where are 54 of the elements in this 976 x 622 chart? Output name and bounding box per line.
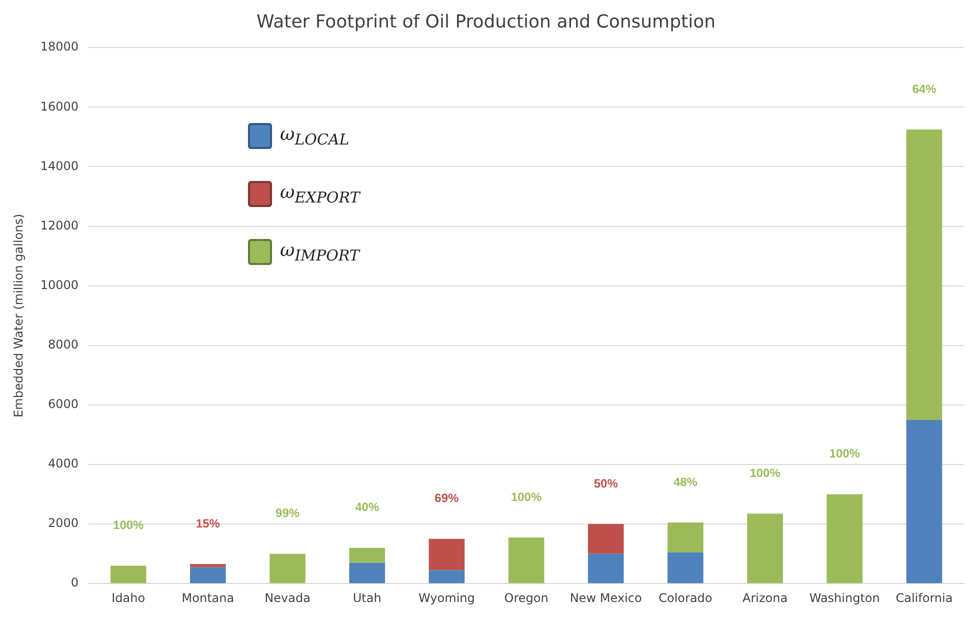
bar [349, 562, 386, 584]
bar [508, 537, 544, 584]
bar [826, 494, 863, 584]
annotation: 48% [673, 474, 698, 489]
x-tick-label: Idaho [112, 590, 146, 605]
x-tick-label: Utah [352, 590, 382, 605]
annotation: 15% [196, 516, 220, 530]
bar [428, 538, 465, 570]
annotation: 40% [355, 500, 380, 514]
x-tick-label: Oregon [504, 590, 548, 605]
legend-label: ω$_{EXPORT}$ [280, 182, 360, 206]
x-tick-label: New Mexico [570, 590, 642, 605]
y-tick-label: 14000 [40, 158, 79, 173]
annotation: 99% [276, 506, 300, 520]
x-tick-label: Arizona [742, 590, 788, 605]
y-tick-label: 12000 [40, 218, 79, 232]
bar [428, 570, 465, 584]
legend-label: ω$_{IMPORT}$ [280, 240, 360, 264]
bar [668, 552, 704, 584]
annotation: 100% [510, 490, 542, 504]
y-tick-label: 2000 [48, 516, 79, 530]
x-tick-label: Colorado [658, 590, 712, 605]
y-tick-label: 10000 [40, 278, 79, 292]
y-tick-label: 6000 [48, 397, 79, 412]
annotation: 64% [912, 82, 937, 96]
bar [588, 554, 624, 584]
y-tick-label: 4000 [48, 456, 79, 471]
y-tick-label: 0 [70, 576, 79, 590]
x-tick-label: Washington [809, 590, 880, 605]
y-axis-title: Embedded Water (million gallons) [11, 214, 26, 418]
annotation: 100% [829, 446, 860, 461]
x-tick-label: Wyoming [418, 590, 475, 605]
x-tick-label: Nevada [264, 590, 310, 605]
bar [110, 566, 146, 584]
bar [270, 554, 306, 584]
bar [190, 564, 226, 568]
y-tick-label: 18000 [40, 40, 79, 54]
annotation: 50% [594, 476, 618, 490]
legend-label: ω$_{LOCAL}$ [280, 124, 350, 148]
bar [668, 522, 704, 552]
chart-title: Water Footprint of Oil Production and Consumption [256, 11, 716, 32]
y-tick-label: 8000 [48, 338, 79, 352]
annotation: 100% [113, 518, 144, 532]
x-tick-label: Montana [182, 590, 234, 605]
y-tick-label: 16000 [40, 99, 79, 114]
bar [747, 514, 783, 584]
bar [588, 524, 624, 554]
x-tick-label: California [896, 590, 953, 605]
bar [906, 420, 942, 584]
bar [349, 548, 386, 563]
bar [190, 567, 226, 584]
annotation: 69% [434, 491, 460, 506]
bar [906, 129, 942, 420]
annotation: 100% [750, 466, 781, 480]
